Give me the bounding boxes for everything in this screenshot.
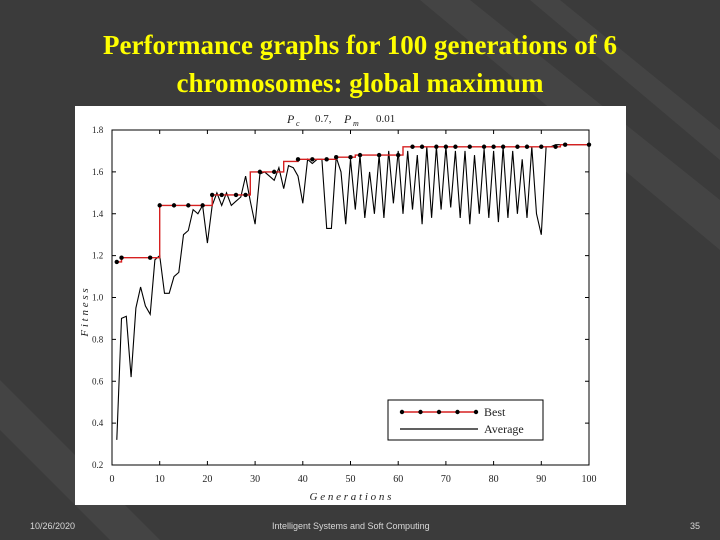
y-tick-label: 1.2 — [92, 251, 103, 261]
x-tick-label: 40 — [298, 474, 308, 485]
best-series-marker — [171, 203, 177, 208]
legend-average-label: Average — [484, 422, 524, 436]
best-series-marker — [586, 142, 592, 147]
fitness-chart: 0 10 20 30 40 50 60 70 80 90 100 0.2 0.4 0.6 0.8 1.0 1.2… — [79, 112, 597, 503]
x-tick-label: 0 — [110, 474, 115, 485]
best-series-marker — [376, 152, 382, 158]
best-series-marker — [310, 157, 315, 162]
best-series-marker — [147, 255, 153, 260]
x-axis-label: G e n e r a t i o n s — [310, 491, 392, 503]
best-series-marker — [553, 144, 558, 149]
legend-box — [387, 399, 544, 441]
x-tick-label: 10 — [155, 474, 165, 485]
best-series-marker — [524, 144, 530, 149]
best-series-marker — [562, 142, 568, 147]
x-tick-label: 60 — [393, 474, 403, 485]
best-series-marker — [114, 259, 119, 265]
pm-subscript: m — [353, 119, 359, 128]
legend-best-marker — [455, 409, 460, 415]
best-series-marker — [491, 144, 496, 149]
footer-center: Intelligent Systems and Soft Computing — [272, 521, 430, 531]
x-tick-label: 100 — [582, 474, 597, 485]
best-series-marker — [500, 144, 506, 149]
title-line-1: Performance graphs for 100 generations o… — [103, 30, 617, 60]
pc-symbol: P — [286, 112, 295, 126]
best-series-line — [116, 144, 589, 263]
best-series-marker — [257, 169, 263, 175]
footer-page-number: 35 — [690, 521, 701, 531]
y-axis-label: F i t n e s s — [79, 288, 91, 337]
y-tick-label: 0.8 — [92, 334, 104, 344]
best-series-marker — [357, 152, 363, 158]
best-series-marker — [333, 155, 339, 160]
legend-best-marker — [399, 409, 405, 415]
legend-best-marker — [418, 409, 423, 415]
best-series-marker — [295, 157, 301, 162]
pm-value: 0.01 — [376, 113, 395, 125]
x-tick-label: 30 — [250, 474, 260, 485]
title-line-2: chromosomes: global maximum — [176, 68, 544, 98]
y-tick-label: 1.8 — [92, 125, 104, 135]
best-series-marker — [515, 144, 520, 149]
pm-symbol: P — [343, 112, 352, 126]
best-series-marker — [200, 203, 205, 208]
footer-date: 10/26/2020 — [30, 521, 76, 531]
pc-value: 0.7, — [315, 113, 332, 125]
best-series-marker — [419, 144, 425, 149]
best-series-marker — [157, 203, 162, 208]
best-series-marker — [186, 203, 191, 208]
average-series-line — [116, 144, 589, 440]
best-series-marker — [396, 152, 401, 158]
legend-best-label: Best — [484, 405, 506, 419]
x-tick-label: 20 — [202, 474, 212, 485]
legend-best-marker — [436, 409, 442, 415]
best-series-marker — [271, 169, 277, 175]
y-tick-label: 1.4 — [92, 209, 104, 219]
best-series-marker — [539, 144, 544, 149]
x-tick-label: 50 — [346, 474, 356, 485]
x-tick-label: 70 — [441, 474, 451, 485]
best-series-marker — [219, 192, 224, 198]
best-series-marker — [243, 192, 248, 198]
best-series-marker — [119, 255, 124, 260]
best-series-marker — [209, 192, 215, 198]
y-tick-label: 0.2 — [92, 460, 103, 470]
best-series-marker — [233, 192, 239, 198]
chart-figure: 0 10 20 30 40 50 60 70 80 90 100 0.2 0.4 0.6 0.8 1.0 1.2… — [75, 106, 626, 505]
y-tick-label: 1.6 — [92, 167, 104, 177]
slide-title: Performance graphs for 100 generations o… — [0, 26, 720, 102]
y-tick-label: 1.0 — [92, 293, 104, 303]
legend-best-marker — [473, 409, 479, 415]
x-tick-label: 90 — [536, 474, 546, 485]
best-series-marker — [467, 144, 472, 149]
best-series-marker — [348, 155, 353, 160]
best-series-marker — [443, 144, 449, 149]
best-series-marker — [481, 144, 487, 149]
x-tick-label: 80 — [489, 474, 499, 485]
y-tick-label: 0.6 — [92, 376, 104, 386]
best-series-marker — [410, 144, 415, 149]
best-series-marker — [434, 144, 439, 149]
y-tick-label: 0.4 — [92, 418, 104, 428]
best-series-marker — [453, 144, 458, 149]
pc-subscript: c — [296, 119, 300, 128]
best-series-marker — [324, 157, 329, 162]
